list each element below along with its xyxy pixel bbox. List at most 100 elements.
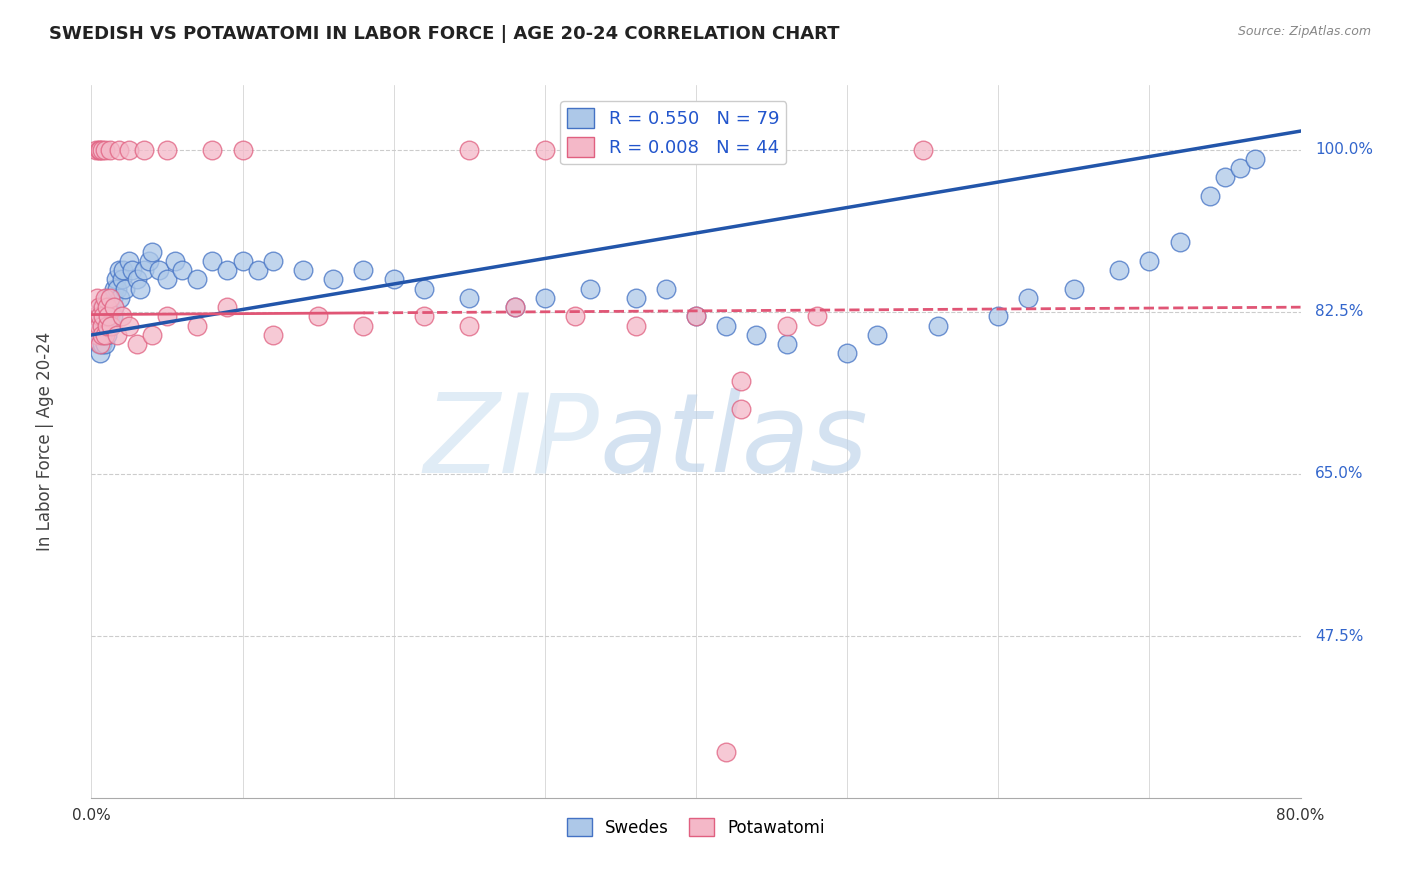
- Text: 100.0%: 100.0%: [1315, 142, 1374, 157]
- Point: [1229, 161, 1251, 176]
- Point: [564, 310, 586, 324]
- Point: [91, 318, 114, 333]
- Point: [104, 272, 127, 286]
- Point: [927, 318, 949, 333]
- Point: [128, 282, 150, 296]
- Point: [118, 318, 141, 333]
- Point: [685, 310, 707, 324]
- Point: [458, 291, 481, 305]
- Point: [458, 143, 481, 157]
- Point: [89, 346, 111, 360]
- Point: [579, 282, 602, 296]
- Point: [94, 318, 117, 333]
- Point: [91, 337, 114, 351]
- Point: [93, 310, 115, 324]
- Point: [1018, 291, 1040, 305]
- Point: [96, 291, 118, 305]
- Point: [91, 143, 114, 157]
- Point: [835, 346, 858, 360]
- Point: [141, 328, 163, 343]
- Point: [98, 143, 121, 157]
- Point: [89, 328, 111, 343]
- Point: [107, 263, 129, 277]
- Point: [111, 272, 132, 286]
- Point: [262, 328, 284, 343]
- Point: [533, 291, 555, 305]
- Text: 65.0%: 65.0%: [1315, 467, 1364, 482]
- Point: [745, 328, 768, 343]
- Point: [94, 300, 117, 314]
- Point: [107, 143, 129, 157]
- Point: [91, 318, 114, 333]
- Point: [111, 310, 132, 324]
- Point: [730, 374, 752, 388]
- Point: [98, 291, 121, 305]
- Point: [118, 253, 141, 268]
- Point: [503, 300, 526, 314]
- Point: [413, 310, 436, 324]
- Point: [89, 143, 111, 157]
- Point: [86, 318, 108, 333]
- Point: [112, 263, 135, 277]
- Point: [97, 310, 120, 324]
- Point: [103, 300, 125, 314]
- Point: [125, 337, 148, 351]
- Point: [186, 318, 208, 333]
- Point: [911, 143, 934, 157]
- Point: [94, 337, 117, 351]
- Point: [156, 143, 179, 157]
- Point: [1213, 170, 1236, 185]
- Point: [1139, 253, 1161, 268]
- Point: [89, 310, 111, 324]
- Point: [776, 318, 799, 333]
- Point: [1244, 152, 1267, 166]
- Point: [84, 310, 107, 324]
- Point: [101, 310, 124, 324]
- Point: [201, 143, 224, 157]
- Point: [217, 300, 239, 314]
- Point: [84, 328, 107, 343]
- Point: [94, 291, 117, 305]
- Point: [163, 253, 186, 268]
- Point: [97, 318, 120, 333]
- Point: [141, 244, 163, 259]
- Text: Source: ZipAtlas.com: Source: ZipAtlas.com: [1237, 25, 1371, 38]
- Point: [103, 282, 125, 296]
- Point: [87, 300, 110, 314]
- Point: [108, 291, 131, 305]
- Point: [89, 337, 111, 351]
- Point: [93, 328, 115, 343]
- Point: [138, 253, 160, 268]
- Point: [84, 143, 107, 157]
- Point: [806, 310, 828, 324]
- Point: [172, 263, 194, 277]
- Point: [118, 143, 141, 157]
- Point: [624, 291, 647, 305]
- Point: [156, 272, 179, 286]
- Point: [91, 300, 114, 314]
- Point: [382, 272, 405, 286]
- Point: [1063, 282, 1085, 296]
- Point: [654, 282, 676, 296]
- Point: [93, 310, 115, 324]
- Point: [533, 143, 555, 157]
- Point: [94, 143, 117, 157]
- Point: [307, 310, 329, 324]
- Point: [125, 272, 148, 286]
- Point: [714, 318, 737, 333]
- Point: [87, 310, 110, 324]
- Text: In Labor Force | Age 20-24: In Labor Force | Age 20-24: [37, 332, 55, 551]
- Point: [352, 318, 374, 333]
- Point: [86, 328, 108, 343]
- Point: [352, 263, 374, 277]
- Point: [246, 263, 269, 277]
- Point: [134, 263, 156, 277]
- Point: [322, 272, 344, 286]
- Point: [1198, 189, 1220, 203]
- Point: [231, 143, 253, 157]
- Point: [624, 318, 647, 333]
- Point: [262, 253, 284, 268]
- Point: [231, 253, 253, 268]
- Point: [96, 310, 118, 324]
- Point: [103, 300, 125, 314]
